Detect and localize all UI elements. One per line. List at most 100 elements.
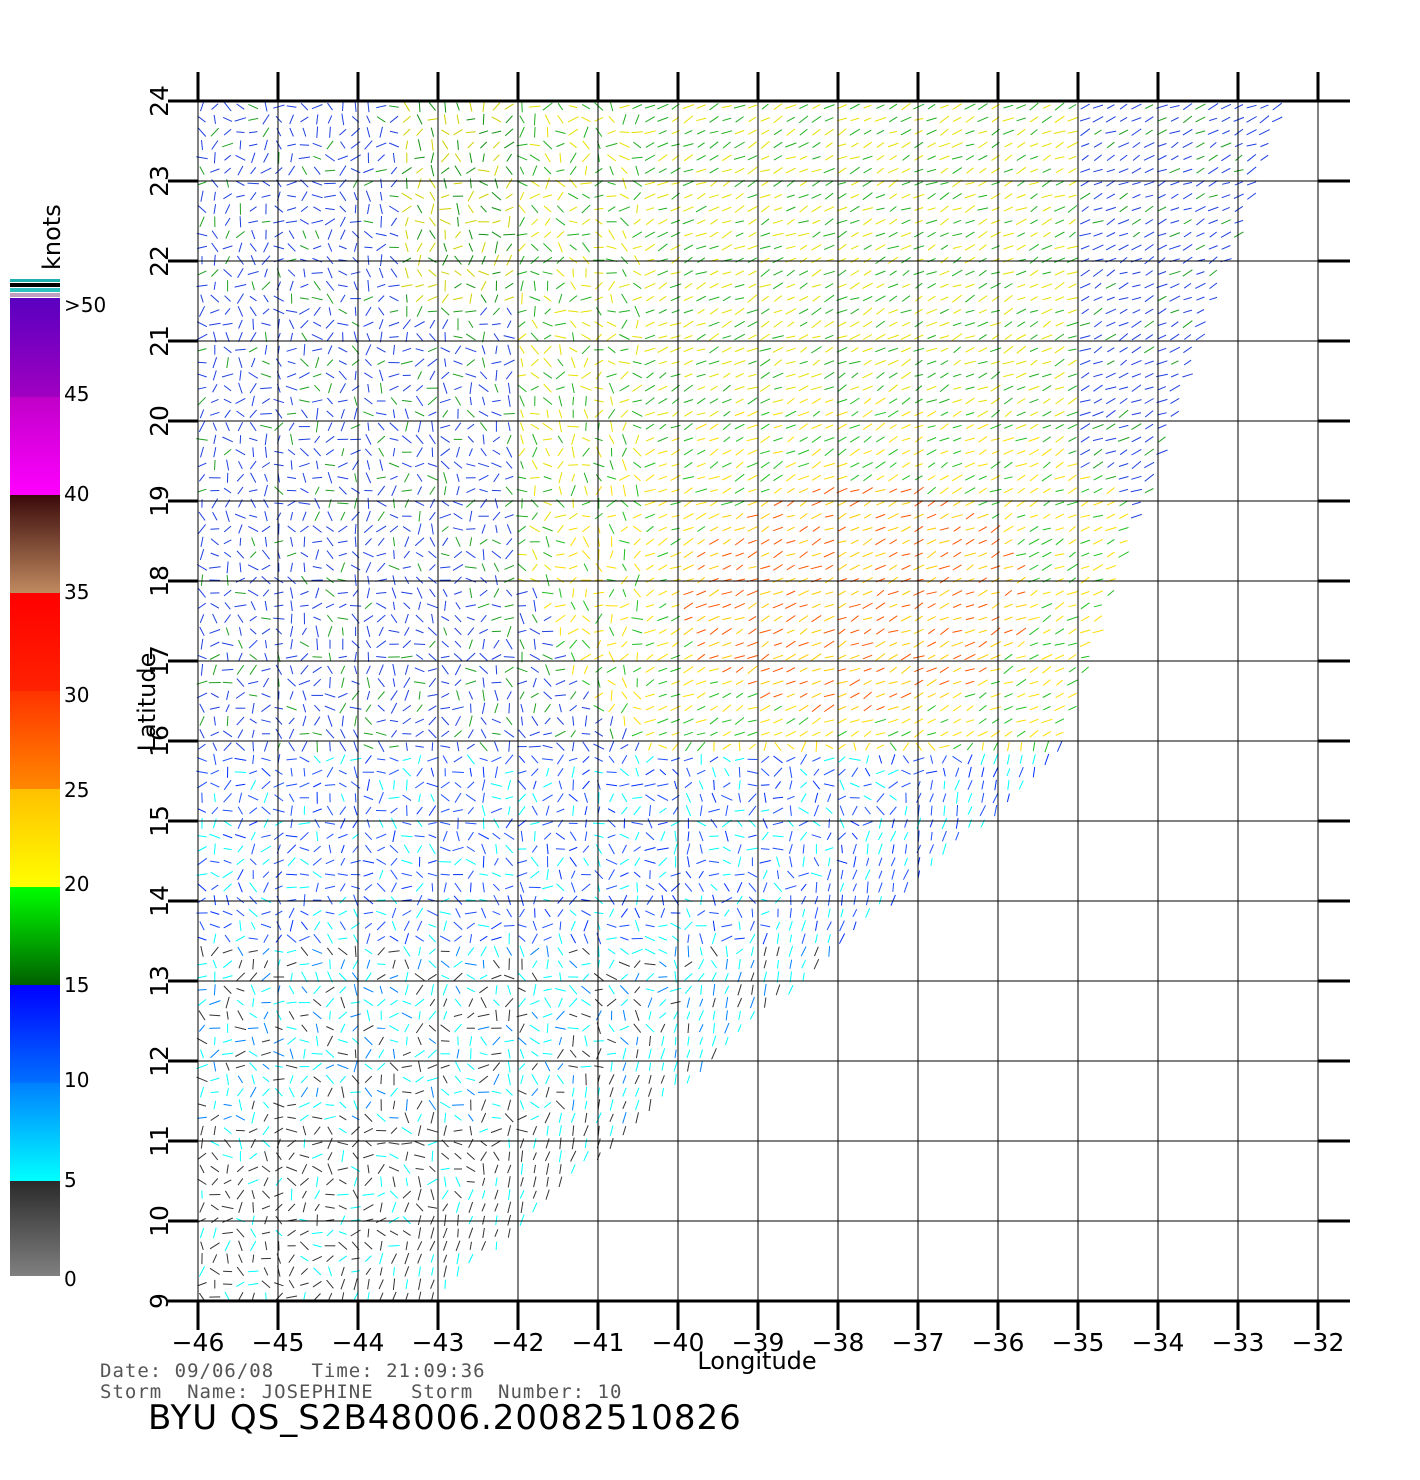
- wind-vector: [300, 910, 309, 916]
- wind-vector: [593, 743, 605, 750]
- wind-vector: [545, 536, 550, 548]
- wind-vector: [645, 705, 655, 711]
- wind-vector: [1067, 397, 1077, 405]
- wind-vector: [454, 386, 462, 391]
- wind-vector: [735, 513, 744, 520]
- wind-vector: [708, 589, 720, 597]
- wind-vector: [389, 513, 399, 519]
- wind-vector: [850, 219, 860, 224]
- wind-vector: [1029, 666, 1039, 674]
- wind-vector: [429, 536, 436, 547]
- wind-vector: [518, 806, 526, 816]
- wind-vector: [213, 716, 216, 726]
- wind-vector: [594, 630, 604, 633]
- wind-vector: [695, 501, 707, 506]
- wind-vector: [250, 472, 257, 483]
- wind-vector: [428, 1099, 437, 1111]
- wind-vector: [926, 385, 937, 391]
- wind-vector: [365, 1267, 372, 1275]
- wind-vector: [507, 215, 511, 228]
- wind-vector: [543, 732, 553, 736]
- wind-vector: [876, 475, 885, 481]
- wind-vector: [200, 663, 204, 676]
- wind-vector: [814, 896, 819, 905]
- wind-vector: [338, 782, 347, 788]
- wind-vector: [339, 1075, 346, 1083]
- wind-vector: [518, 729, 526, 739]
- wind-vector: [303, 894, 306, 907]
- wind-vector: [926, 513, 937, 519]
- wind-vector: [939, 335, 950, 339]
- wind-vector: [274, 643, 283, 646]
- wind-vector: [661, 895, 665, 906]
- wind-vector: [901, 295, 911, 302]
- wind-vector: [965, 397, 975, 405]
- wind-vector: [352, 845, 359, 853]
- wind-vector: [747, 321, 758, 328]
- wind-vector: [555, 217, 566, 226]
- wind-vector: [389, 1039, 399, 1043]
- wind-vector: [1144, 243, 1154, 251]
- wind-vector: [299, 1241, 309, 1251]
- wind-vector: [913, 769, 925, 775]
- wind-vector: [1029, 256, 1039, 264]
- wind-vector: [250, 1228, 257, 1238]
- wind-vector: [324, 705, 336, 711]
- wind-vector: [376, 998, 386, 1007]
- wind-vector: [401, 1065, 412, 1068]
- wind-vector: [914, 334, 924, 340]
- wind-vector: [429, 370, 436, 381]
- wind-vector: [465, 333, 476, 341]
- wind-vector: [965, 617, 975, 621]
- wind-vector: [261, 911, 271, 915]
- wind-vector: [710, 946, 718, 957]
- wind-vector: [850, 654, 860, 660]
- wind-vector: [493, 999, 500, 1006]
- wind-vector: [261, 704, 271, 713]
- wind-vector: [592, 822, 605, 825]
- wind-vector: [264, 473, 268, 482]
- wind-vector: [1042, 614, 1052, 623]
- wind-vector: [363, 987, 374, 993]
- wind-vector: [439, 398, 451, 404]
- wind-vector: [238, 242, 243, 253]
- wind-vector: [619, 334, 630, 340]
- wind-vector: [1055, 424, 1064, 430]
- wind-vector: [645, 731, 655, 736]
- wind-vector: [558, 472, 563, 484]
- wind-vector: [544, 997, 552, 1008]
- wind-vector: [990, 461, 1001, 469]
- wind-vector: [978, 629, 988, 634]
- wind-vector: [353, 741, 358, 752]
- wind-vector: [454, 858, 462, 866]
- wind-vector: [235, 742, 246, 751]
- wind-vector: [327, 626, 333, 637]
- wind-vector: [341, 677, 345, 688]
- wind-vector: [570, 652, 576, 662]
- wind-vector: [1055, 615, 1064, 622]
- wind-vector: [608, 895, 615, 905]
- wind-vector: [440, 873, 450, 876]
- wind-vector: [479, 1052, 488, 1056]
- wind-vector: [493, 639, 500, 649]
- wind-vector: [683, 666, 694, 674]
- wind-vector: [1003, 373, 1014, 378]
- wind-vector: [505, 857, 514, 867]
- wind-vector: [197, 373, 207, 378]
- wind-vector: [748, 488, 757, 493]
- wind-vector: [210, 411, 220, 416]
- wind-vector: [824, 294, 835, 303]
- wind-vector: [1068, 348, 1077, 352]
- wind-vector: [914, 602, 924, 610]
- wind-vector: [1080, 576, 1090, 584]
- wind-vector: [684, 487, 693, 494]
- wind-vector: [467, 806, 474, 815]
- wind-vector: [696, 322, 706, 326]
- wind-vector: [772, 450, 784, 454]
- wind-vector: [785, 730, 797, 737]
- wind-vector: [683, 731, 693, 736]
- wind-vector: [481, 907, 487, 919]
- wind-vector: [686, 908, 691, 918]
- wind-vector: [378, 779, 384, 791]
- wind-vector: [746, 437, 759, 442]
